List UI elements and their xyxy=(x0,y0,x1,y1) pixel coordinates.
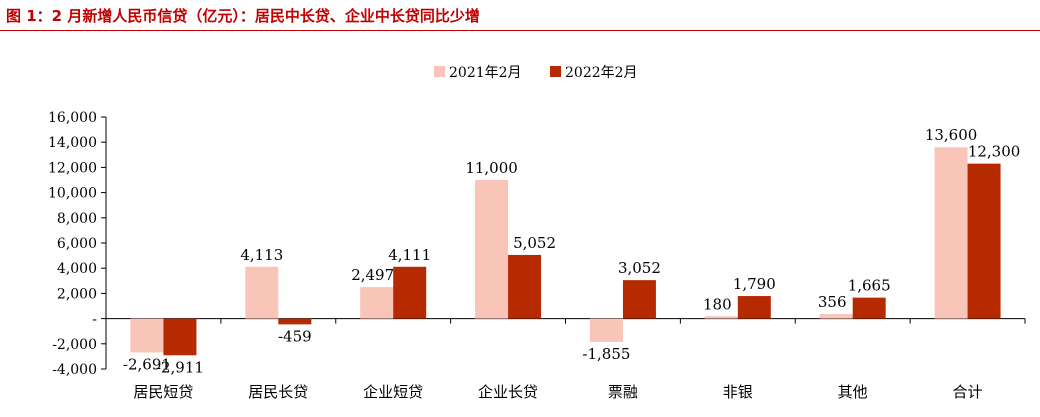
data-label-2022: 1,665 xyxy=(848,277,891,295)
bar-2021-0 xyxy=(130,318,164,353)
data-label-2022: 3,052 xyxy=(618,259,661,277)
y-tick-label: 14,000 xyxy=(48,135,97,151)
y-tick-label: 4,000 xyxy=(57,261,97,277)
legend-label-2021: 2021年2月 xyxy=(449,65,522,81)
y-tick-label: 10,000 xyxy=(48,186,97,202)
y-tick-label: -4,000 xyxy=(52,362,97,378)
category-label: 合计 xyxy=(953,383,983,401)
bar-2022-0 xyxy=(163,318,197,356)
legend-swatch-2021 xyxy=(434,66,445,77)
data-label-2021: 180 xyxy=(703,295,732,313)
category-label: 其他 xyxy=(838,383,868,401)
y-tick-label: 16,000 xyxy=(48,110,97,126)
legend-swatch-2022 xyxy=(550,66,561,77)
data-label-2021: 2,497 xyxy=(351,266,394,284)
y-tick-label: 2,000 xyxy=(57,286,97,302)
category-label: 非银 xyxy=(723,383,753,401)
bar-2022-3 xyxy=(508,254,542,319)
bar-2022-5 xyxy=(737,296,771,319)
category-label: 居民短贷 xyxy=(133,383,193,401)
data-label-2021: -2,691 xyxy=(123,356,171,374)
bar-2021-2 xyxy=(360,287,394,319)
data-label-2021: 11,000 xyxy=(465,159,518,177)
bar-2021-6 xyxy=(819,314,853,319)
bar-2021-4 xyxy=(589,318,623,342)
data-label-2022: 4,111 xyxy=(388,246,431,264)
y-tick-label: -2,000 xyxy=(52,337,97,353)
data-label-2022: -2,911 xyxy=(156,358,204,376)
figure-title: 图 1：2 月新增人民币信贷（亿元）：居民中长贷、企业中长贷同比少增 xyxy=(6,7,480,25)
title-rule xyxy=(0,30,1040,31)
bar-2022-6 xyxy=(852,297,886,319)
data-label-2021: 356 xyxy=(818,293,847,311)
bar-2021-1 xyxy=(245,266,279,319)
bar-2021-7 xyxy=(934,147,968,319)
y-tick-label: 12,000 xyxy=(48,160,97,176)
data-label-2021: 13,600 xyxy=(925,126,978,144)
data-label-2022: 12,300 xyxy=(968,143,1021,161)
bar-2022-7 xyxy=(967,163,1001,319)
category-label: 票融 xyxy=(608,383,638,401)
category-label: 企业长贷 xyxy=(478,383,538,401)
y-tick-label: - xyxy=(92,312,97,328)
category-label: 企业短贷 xyxy=(363,383,423,401)
bar-2021-5 xyxy=(704,316,738,319)
category-label: 居民长贷 xyxy=(248,383,308,401)
data-label-2022: -459 xyxy=(278,327,312,345)
data-label-2021: -1,855 xyxy=(582,345,630,363)
bar-2022-2 xyxy=(393,266,427,319)
data-label-2022: 5,052 xyxy=(513,234,556,252)
legend-label-2022: 2022年2月 xyxy=(565,65,638,81)
bar-2021-3 xyxy=(475,180,509,319)
data-label-2022: 1,790 xyxy=(733,275,776,293)
bar-2022-4 xyxy=(622,280,656,319)
data-label-2021: 4,113 xyxy=(240,246,283,264)
y-tick-label: 8,000 xyxy=(57,211,97,227)
y-tick-label: 6,000 xyxy=(57,236,97,252)
bar-2022-1 xyxy=(278,318,312,325)
